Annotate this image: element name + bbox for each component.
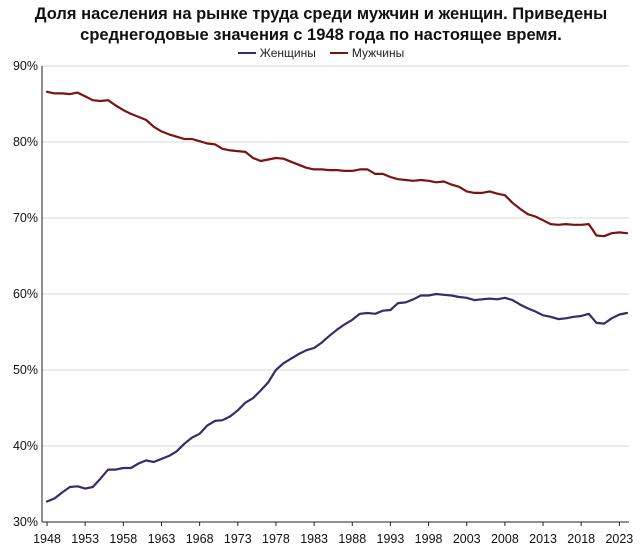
x-tick-label: 1993 <box>377 532 405 546</box>
x-tick-label: 1998 <box>415 532 443 546</box>
legend-item-men: Мужчины <box>329 46 405 60</box>
x-tick-label: 2008 <box>491 532 519 546</box>
x-tick-label: 1958 <box>109 532 137 546</box>
legend-item-women: Женщины <box>237 46 316 60</box>
y-tick-label: 50% <box>13 363 38 377</box>
chart-title: Доля населения на рынке труда среди мужч… <box>34 5 608 44</box>
x-tick-label: 2013 <box>529 532 557 546</box>
x-tick-label: 1948 <box>33 532 61 546</box>
x-tick-label: 1988 <box>338 532 366 546</box>
x-tick-label: 2023 <box>605 532 633 546</box>
x-tick-label: 1973 <box>224 532 252 546</box>
legend-swatch-women <box>237 52 256 54</box>
x-tick-label: 1963 <box>148 532 176 546</box>
chart-legend: Женщины Мужчины <box>0 46 642 60</box>
y-tick-label: 60% <box>13 287 38 301</box>
y-tick-label: 90% <box>13 59 38 73</box>
series-line-women <box>45 292 629 503</box>
x-tick-label: 1968 <box>186 532 214 546</box>
legend-label-women: Женщины <box>259 46 316 60</box>
y-tick-label: 80% <box>13 135 38 149</box>
x-tick-label: 1978 <box>262 532 290 546</box>
y-tick-label: 30% <box>13 515 38 529</box>
x-tick-label: 1983 <box>300 532 328 546</box>
y-tick-label: 70% <box>13 211 38 225</box>
x-tick-label: 2003 <box>453 532 481 546</box>
series-line-men <box>45 90 629 238</box>
x-tick-label: 1953 <box>71 532 99 546</box>
y-tick-label: 40% <box>13 439 38 453</box>
x-tick-label: 2018 <box>567 532 595 546</box>
legend-swatch-men <box>329 52 348 54</box>
legend-label-men: Мужчины <box>351 46 405 60</box>
